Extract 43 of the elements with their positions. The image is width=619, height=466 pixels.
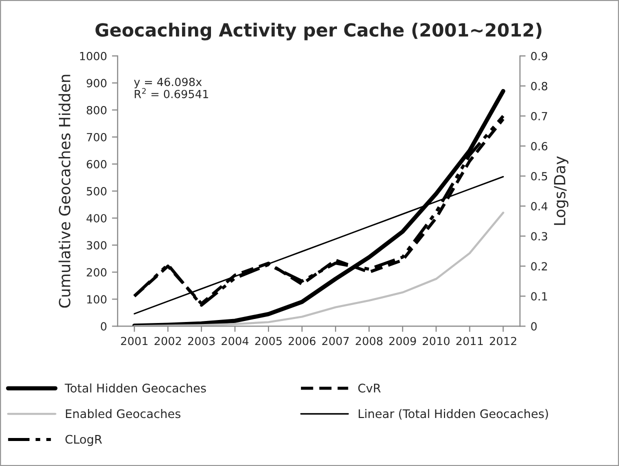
y-tick-label: 700 bbox=[86, 132, 106, 142]
x-tick-label: 2012 bbox=[490, 336, 516, 346]
y2-tick-label: 0.5 bbox=[531, 172, 548, 180]
x-tick-label: 2007 bbox=[322, 336, 349, 346]
x-tick-label: 2002 bbox=[154, 336, 181, 346]
x-tick-label: 2008 bbox=[356, 336, 382, 346]
x-tick-label: 2001 bbox=[121, 336, 148, 346]
y-axis-title: Cumulative Geocaches Hidden bbox=[58, 74, 70, 308]
y2-tick-label: 0.1 bbox=[531, 292, 548, 301]
y-tick-label: 0 bbox=[100, 322, 106, 331]
y-tick-label: 800 bbox=[86, 106, 106, 114]
y2-axis-title: Logs/Day bbox=[554, 156, 568, 225]
y-tick-label: 200 bbox=[86, 268, 106, 277]
y-tick-label: 400 bbox=[86, 214, 106, 222]
y-tick-label: 300 bbox=[86, 241, 106, 250]
y2-tick-label: 0 bbox=[531, 322, 537, 331]
annotation: y = 46.098x bbox=[134, 78, 202, 88]
y2-tick-label: 0.8 bbox=[531, 82, 548, 90]
x-tick-label: 2011 bbox=[456, 336, 483, 346]
x-tick-label: 2005 bbox=[255, 336, 282, 346]
annotation: R$^{2}$ = 0.69541 bbox=[134, 88, 208, 98]
y2-tick-label: 0.3 bbox=[531, 232, 548, 240]
x-tick-label: 2009 bbox=[389, 336, 416, 346]
y-tick-label: 500 bbox=[86, 187, 106, 196]
x-tick-label: 2004 bbox=[222, 336, 248, 346]
y-tick-label: 100 bbox=[87, 295, 106, 304]
y2-tick-label: 0.2 bbox=[531, 262, 547, 271]
legend-label: CLogR bbox=[65, 434, 102, 446]
y-tick-label: 600 bbox=[86, 160, 106, 168]
y-tick-label: 1000 bbox=[80, 52, 106, 60]
y2-tick-label: 0.4 bbox=[531, 202, 548, 210]
x-tick-label: 2006 bbox=[288, 336, 316, 346]
y2-tick-label: 0.9 bbox=[531, 52, 548, 60]
legend-label: CvR bbox=[358, 384, 381, 393]
y-tick-label: 900 bbox=[86, 78, 106, 88]
legend-label: Enabled Geocaches bbox=[66, 409, 180, 418]
y2-tick-label: 0.6 bbox=[531, 142, 548, 150]
x-tick-label: 2010 bbox=[422, 336, 450, 346]
chart-title: Geocaching Activity per Cache (2001~2012) bbox=[96, 22, 542, 40]
legend-label: Total Hidden Geocaches bbox=[64, 383, 206, 393]
x-tick-label: 2003 bbox=[188, 336, 215, 346]
legend-label: Linear (Total Hidden Geocaches) bbox=[358, 409, 548, 420]
y2-tick-label: 0.7 bbox=[531, 112, 548, 120]
